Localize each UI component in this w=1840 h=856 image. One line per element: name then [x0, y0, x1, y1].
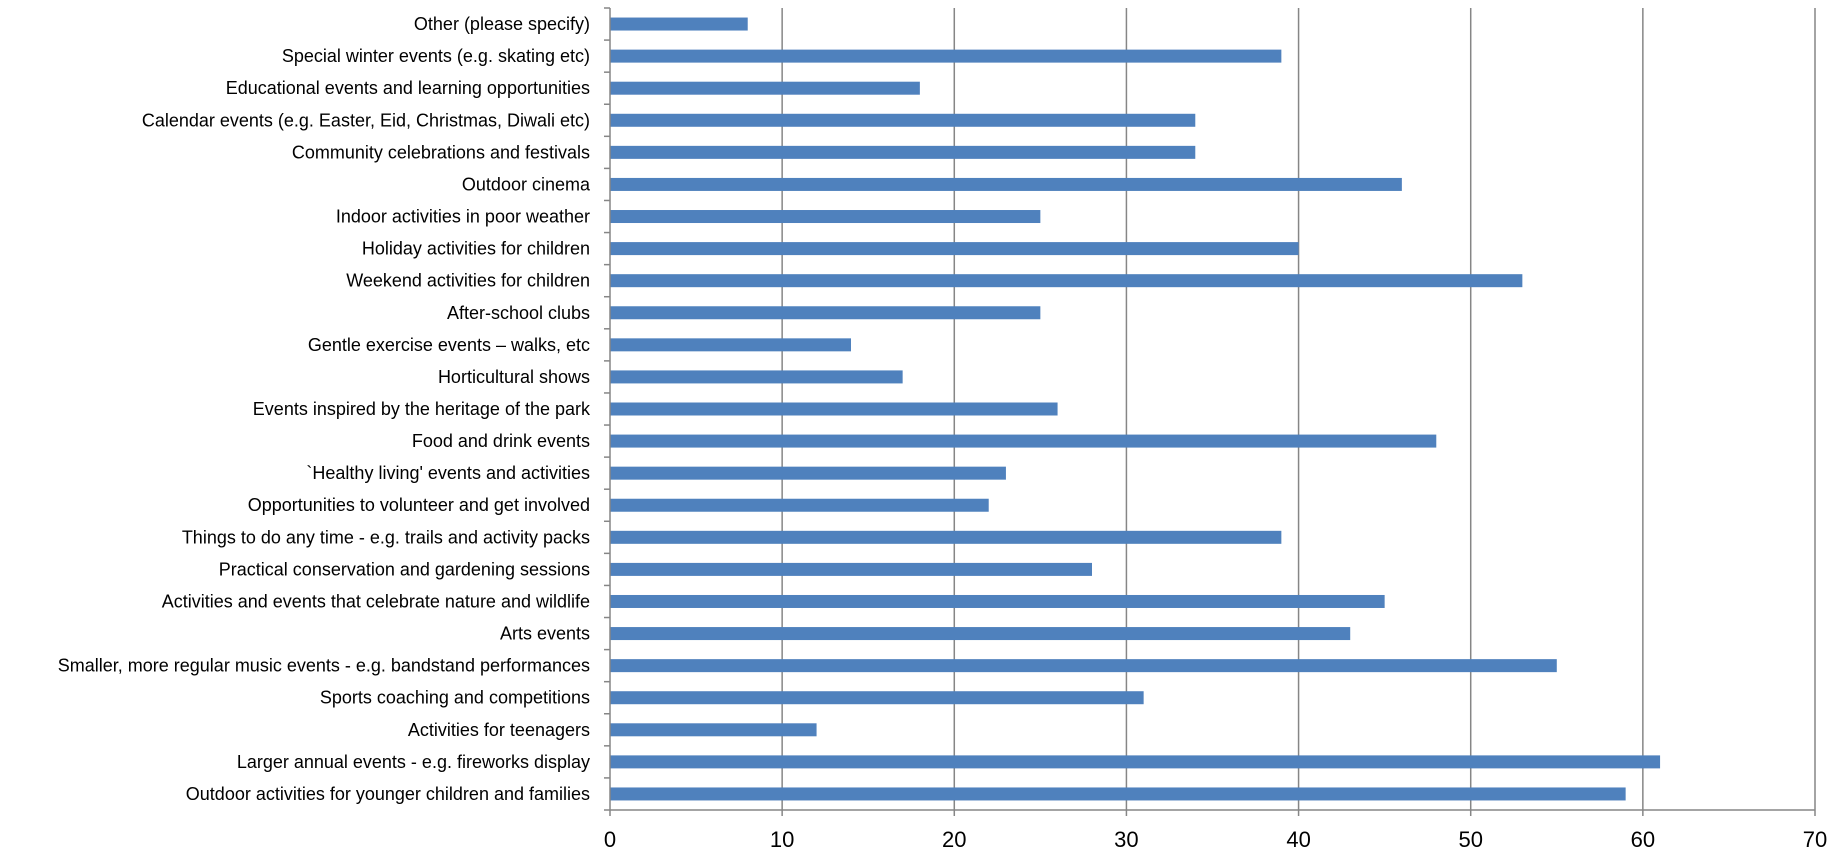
category-label: Things to do any time - e.g. trails and … — [182, 527, 590, 547]
category-label: Other (please specify) — [414, 14, 590, 34]
x-tick-label: 20 — [942, 827, 966, 852]
bar — [610, 306, 1041, 320]
bar — [610, 627, 1351, 641]
gridlines — [781, 8, 1816, 810]
category-label: Community celebrations and festivals — [292, 142, 590, 162]
x-tick-label: 40 — [1286, 827, 1310, 852]
category-label: After-school clubs — [447, 303, 590, 323]
bar — [610, 498, 989, 512]
category-label: Special winter events (e.g. skating etc) — [282, 46, 590, 66]
bar — [610, 562, 1092, 576]
bar — [610, 177, 1402, 191]
category-label: Activities for teenagers — [408, 720, 590, 740]
category-label: Calendar events (e.g. Easter, Eid, Chris… — [142, 110, 590, 130]
bar — [610, 659, 1557, 673]
bar — [610, 274, 1523, 288]
bars — [610, 17, 1661, 801]
category-label: Educational events and learning opportun… — [226, 78, 590, 98]
category-label: Events inspired by the heritage of the p… — [253, 399, 591, 419]
category-label: Food and drink events — [412, 431, 590, 451]
x-tick-label: 60 — [1631, 827, 1655, 852]
category-label: Indoor activities in poor weather — [336, 207, 590, 227]
bar — [610, 338, 851, 352]
category-label: `Healthy living' events and activities — [306, 463, 590, 483]
bar — [610, 81, 920, 95]
bar — [610, 755, 1661, 769]
category-label: Larger annual events - e.g. fireworks di… — [237, 752, 590, 772]
bar — [610, 210, 1041, 224]
bar — [610, 17, 748, 31]
category-label: Gentle exercise events – walks, etc — [308, 335, 590, 355]
bar — [610, 434, 1437, 448]
x-tick-label: 0 — [604, 827, 616, 852]
bar — [610, 242, 1299, 256]
category-label: Arts events — [500, 624, 590, 644]
category-label: Smaller, more regular music events - e.g… — [58, 656, 590, 676]
category-label: Practical conservation and gardening ses… — [219, 559, 590, 579]
x-tick-label: 50 — [1458, 827, 1482, 852]
x-tick-label: 30 — [1114, 827, 1138, 852]
x-tick-label: 70 — [1803, 827, 1827, 852]
category-label: Sports coaching and competitions — [320, 688, 590, 708]
bar — [610, 145, 1196, 159]
bar — [610, 113, 1196, 127]
category-label: Outdoor activities for younger children … — [186, 784, 590, 804]
category-label: Activities and events that celebrate nat… — [162, 591, 590, 611]
x-tick-labels: 0 10 20 30 40 50 60 70 — [604, 827, 1827, 852]
category-label: Opportunities to volunteer and get invol… — [248, 495, 590, 515]
category-label: Weekend activities for children — [346, 271, 590, 291]
category-label: Outdoor cinema — [462, 174, 591, 194]
category-labels: Other (please specify) Special winter eve… — [58, 14, 591, 804]
bar — [610, 402, 1058, 416]
axes — [604, 7, 1816, 816]
bar — [610, 530, 1282, 544]
bar — [610, 691, 1144, 705]
category-label: Holiday activities for children — [362, 239, 590, 259]
x-tick-label: 10 — [770, 827, 794, 852]
bar — [610, 594, 1385, 608]
bar — [610, 49, 1282, 63]
bar — [610, 723, 817, 737]
bar — [610, 370, 903, 384]
bar — [610, 466, 1006, 480]
category-label: Horticultural shows — [438, 367, 590, 387]
bar — [610, 787, 1626, 801]
